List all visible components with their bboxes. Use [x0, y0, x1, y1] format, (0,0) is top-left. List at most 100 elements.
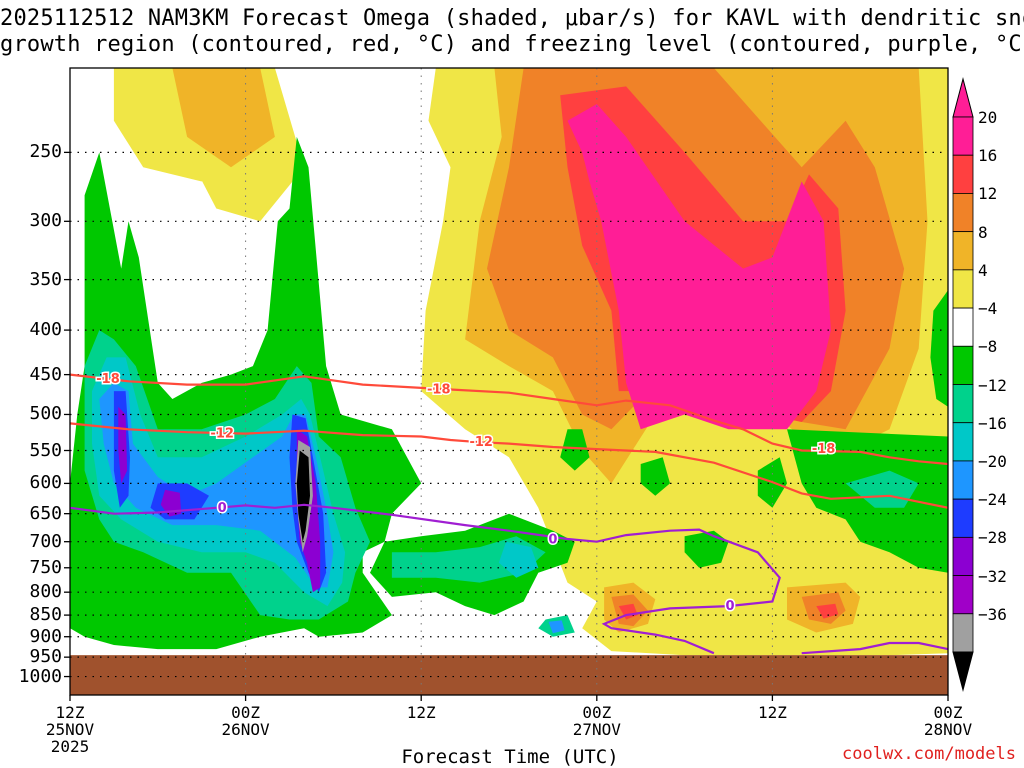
contour-freezing-level-0c-lower [801, 641, 948, 655]
y-tick-label-550: 550 [29, 439, 62, 461]
omega-region-23 [118, 406, 128, 484]
colorbar-label-11: −28 [978, 528, 1007, 548]
colorbar-swatch-8 [952, 422, 974, 462]
source-credit: coolwx.com/models [842, 744, 1016, 764]
contour-dgz-18c [70, 373, 948, 466]
colorbar-swatch-2 [952, 193, 974, 233]
omega-region-11 [816, 603, 839, 619]
x-tick-label-4: 12Z [727, 704, 817, 738]
omega-region-35 [684, 530, 729, 568]
omega-region-39 [930, 290, 948, 407]
contour-label-dgz-18c-1: -18 [427, 382, 451, 397]
omega-shading-layer [70, 68, 948, 695]
x-tick-line-0-0: 12Z [55, 703, 85, 722]
omega-region-34 [640, 457, 670, 496]
y-tick-label-650: 650 [29, 502, 62, 524]
colorbar-high-end [952, 77, 974, 118]
ground-below-surface [70, 655, 948, 695]
colorbar-swatch-13 [952, 613, 974, 653]
x-tick-line-3-0: 00Z [582, 703, 612, 722]
colorbar-label-1: 16 [978, 146, 998, 166]
x-tick-label-3: 00Z 27NOV [552, 704, 642, 738]
colorbar-label-13: −36 [978, 604, 1007, 624]
colorbar-swatch-0 [952, 116, 974, 156]
chart-title-line-1: 2025112512 NAM3KM Forecast Omega (shaded… [0, 6, 1024, 31]
colorbar-swatch-9 [952, 460, 974, 500]
colorbar-swatch-12 [952, 575, 974, 615]
colorbar-swatch-6 [952, 345, 974, 385]
colorbar-label-10: −24 [978, 490, 1007, 510]
colorbar-label-4: 4 [978, 260, 988, 280]
y-tick-label-950: 950 [29, 646, 62, 668]
x-tick-label-5: 00Z 28NOV [903, 704, 993, 738]
y-tick-label-450: 450 [29, 363, 62, 385]
y-tick-label-750: 750 [29, 556, 62, 578]
y-tick-label-250: 250 [29, 141, 62, 163]
x-tick-label-0: 12Z 25NOV 2025 [25, 704, 115, 755]
x-tick-line-5-1: 28NOV [923, 720, 973, 739]
plot-frame [69, 67, 949, 696]
y-tick-label-850: 850 [29, 604, 62, 626]
contour-label-dgz-12c-1: -12 [469, 435, 493, 450]
contour-dgz-12c [70, 422, 948, 509]
omega-region-33 [560, 429, 590, 471]
x-tick-line-2-0: 12Z [406, 703, 436, 722]
colorbar-label-6: −8 [978, 337, 998, 357]
y-tick-label-500: 500 [29, 403, 62, 425]
y-tick-label-900: 900 [29, 625, 62, 647]
y-tick-label-400: 400 [29, 319, 62, 341]
colorbar-label-7: −12 [978, 375, 1007, 395]
omega-region-24 [160, 489, 182, 517]
x-tick-line-3-1: 27NOV [572, 720, 621, 739]
chart-title-line-2: growth region (contoured, red, °C) and f… [0, 32, 1024, 57]
x-tick-label-2: 12Z [376, 704, 466, 738]
contour-label-dgz-18c-2: -18 [812, 442, 836, 457]
omega-region-27 [296, 450, 310, 542]
x-tick-label-1: 00Z 26NOV [201, 704, 291, 738]
x-axis-label: Forecast Time (UTC) [401, 746, 619, 768]
x-tick-line-0-2: 2025 [50, 737, 90, 756]
colorbar-swatch-5 [952, 307, 974, 347]
contour-label-freezing-level-0c-2: 0 [725, 599, 734, 614]
colorbar-swatch-11 [952, 536, 974, 576]
contour-freezing-level-0c [70, 503, 781, 655]
x-tick-line-4-0: 12Z [757, 703, 787, 722]
omega-region-13 [172, 68, 275, 168]
contour-layer: -18 -18 -18 -12 -12 0 0 0 [70, 370, 948, 655]
y-tick-label-300: 300 [29, 210, 62, 232]
x-tick-line-4-1 [727, 721, 817, 738]
omega-region-5 [567, 104, 831, 430]
x-tick-line-1-1: 26NOV [221, 720, 270, 739]
colorbar-label-5: −4 [978, 299, 998, 319]
colorbar-label-12: −32 [978, 566, 1007, 586]
contour-label-freezing-level-0c-1: 0 [548, 533, 557, 548]
y-tick-label-350: 350 [29, 268, 62, 290]
omega-region-19 [99, 382, 334, 588]
x-tick-line-5-0: 00Z [933, 703, 963, 722]
colorbar-label-3: 8 [978, 222, 988, 242]
colorbar-swatch-4 [952, 269, 974, 309]
colorbar-label-9: −20 [978, 451, 1007, 471]
x-tick-line-0-1: 25NOV [45, 720, 95, 739]
colorbar-label-2: 12 [978, 184, 998, 204]
colorbar-swatch-3 [952, 231, 974, 271]
omega-region-32 [548, 620, 565, 634]
y-tick-label-700: 700 [29, 530, 62, 552]
colorbar-swatch-10 [952, 498, 974, 538]
colorbar-low-end [952, 651, 974, 692]
y-tick-label-1000: 1000 [18, 665, 62, 687]
colorbar-label-0: 20 [978, 108, 998, 127]
colorbar-label-8: −16 [978, 413, 1007, 433]
y-tick-label-800: 800 [29, 581, 62, 603]
y-tick-label-600: 600 [29, 472, 62, 494]
x-tick-line-1-0: 00Z [231, 703, 261, 722]
contour-label-freezing-level-0c-0: 0 [218, 501, 227, 516]
contour-label-dgz-12c-0: -12 [210, 427, 234, 442]
colorbar-swatch-1 [952, 154, 974, 194]
x-tick-line-2-1 [376, 721, 466, 738]
contour-label-dgz-18c-0: -18 [96, 372, 120, 387]
colorbar-swatch-7 [952, 384, 974, 424]
omega-region-30 [498, 541, 539, 578]
